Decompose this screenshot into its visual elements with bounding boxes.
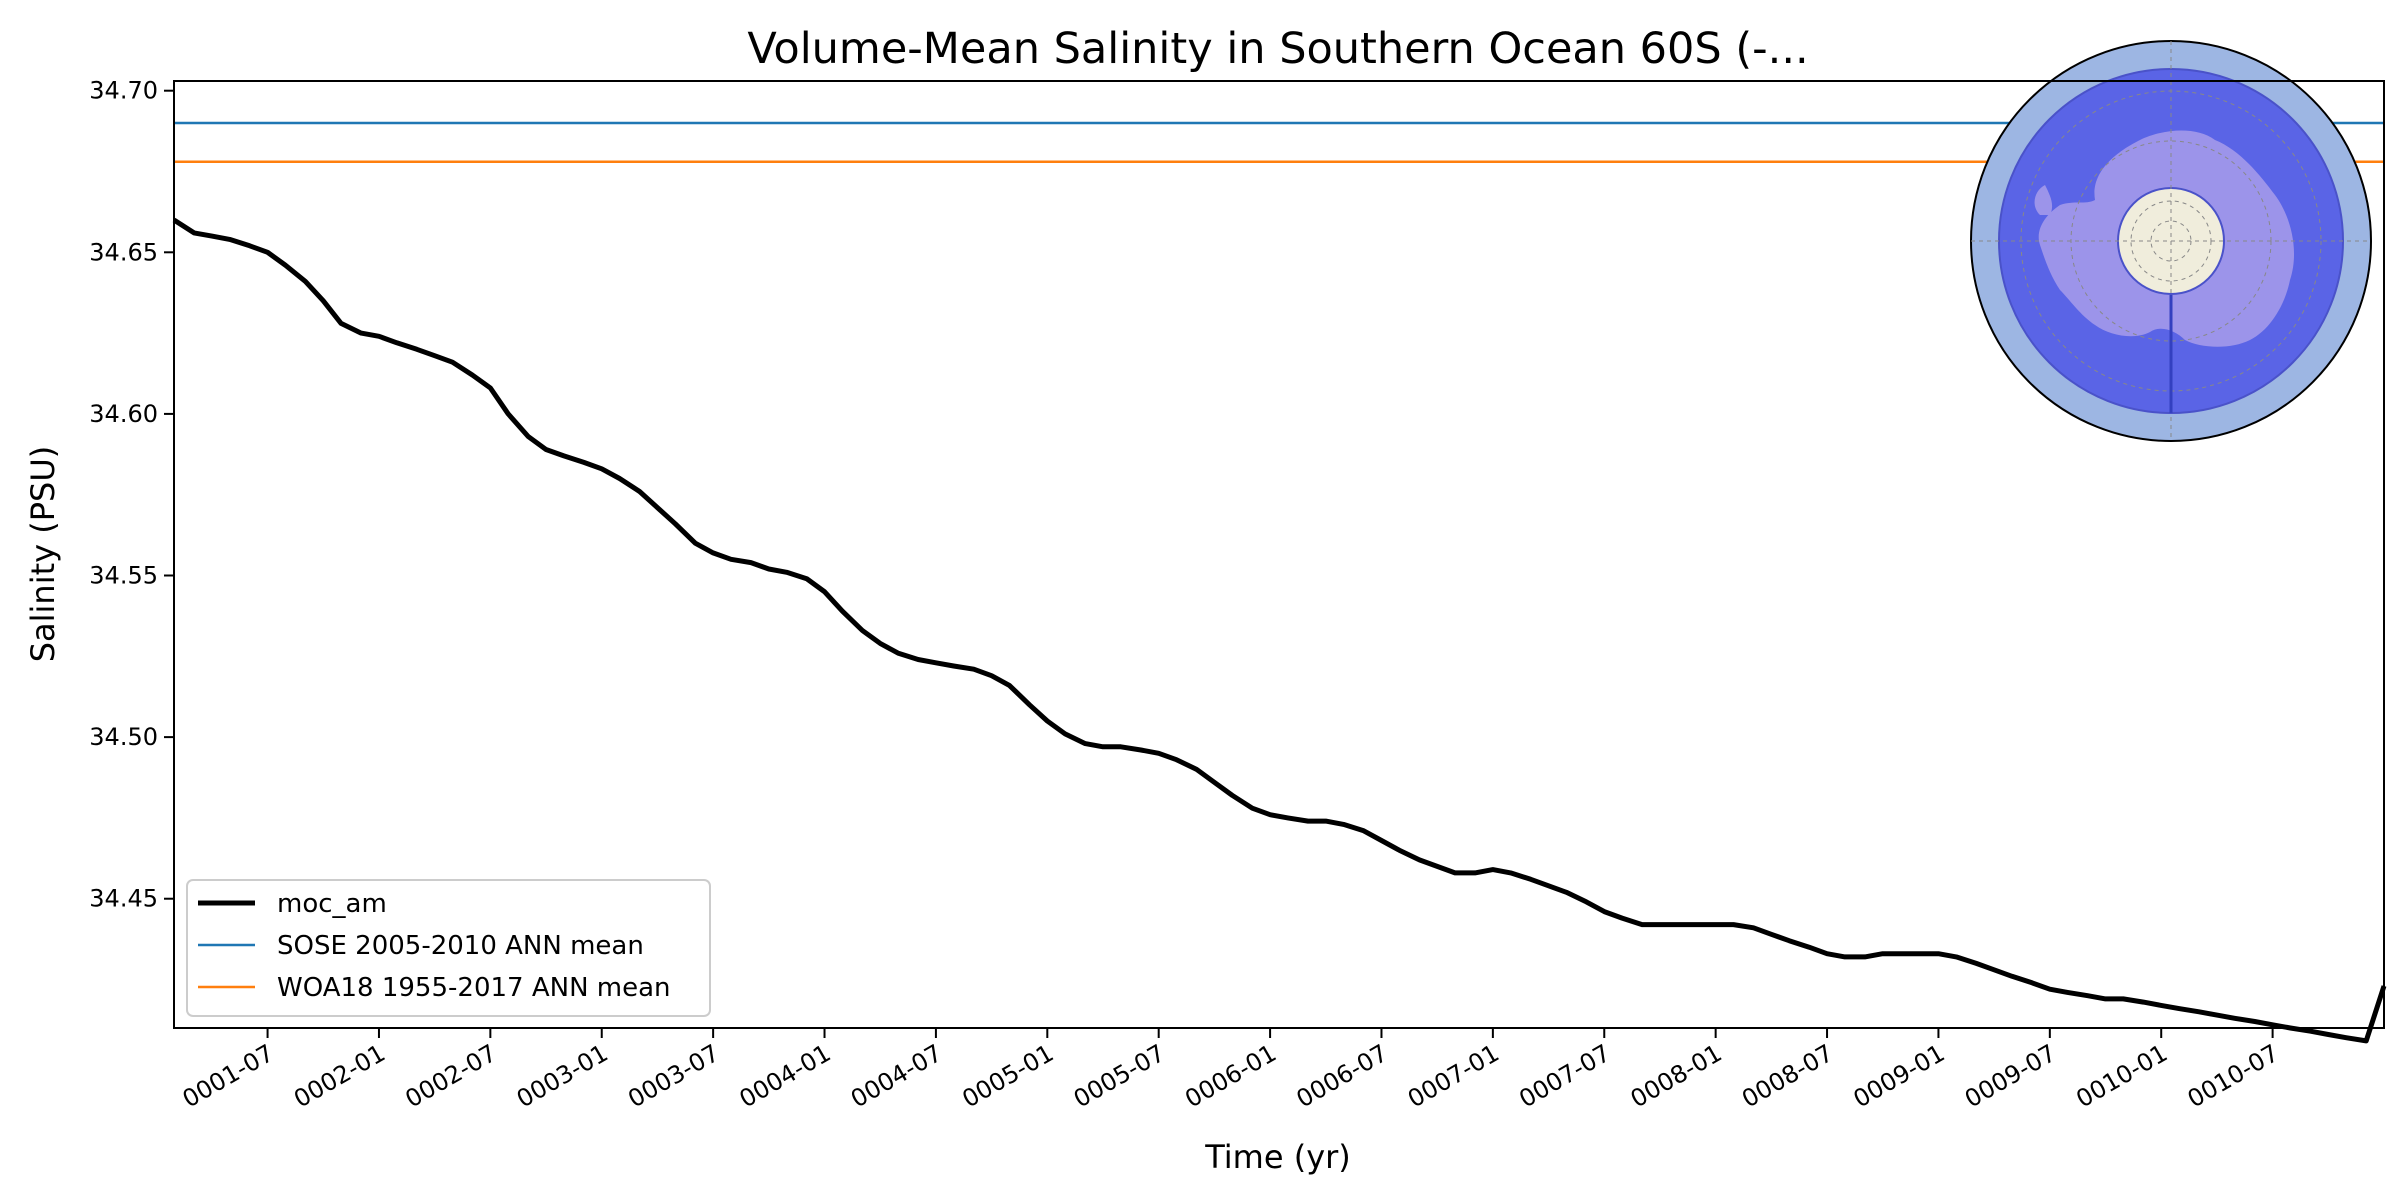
y-tick-label: 34.70 — [89, 77, 158, 105]
y-axis-title: Salinity (PSU) — [24, 446, 62, 663]
chart-title: Volume-Mean Salinity in Southern Ocean 6… — [747, 24, 1808, 74]
antarctica-inset-map — [1970, 40, 2372, 442]
legend-label: moc_am — [277, 889, 387, 919]
series-lines — [172, 217, 2387, 1044]
y-tick-label: 34.45 — [89, 885, 158, 913]
y-axis: 34.45 34.50 34.55 34.60 34.65 34.70 — [89, 77, 174, 913]
series-line-moc_am — [172, 217, 2387, 1044]
legend-box — [186, 879, 711, 1017]
y-tick-label: 34.60 — [89, 400, 158, 428]
inset-peninsula — [2034, 185, 2053, 215]
y-tick-label: 34.50 — [89, 723, 158, 751]
y-tick-label: 34.65 — [89, 238, 158, 266]
legend: moc_am SOSE 2005-2010 ANN mean WOA18 1955-… — [186, 879, 711, 1017]
x-axis-title: Time (yr) — [1204, 1138, 1351, 1176]
legend-label: WOA18 1955-2017 ANN mean — [277, 973, 671, 1003]
plot-frame — [173, 80, 2385, 1029]
y-tick-label: 34.55 — [89, 562, 158, 590]
legend-label: SOSE 2005-2010 ANN mean — [277, 931, 644, 961]
